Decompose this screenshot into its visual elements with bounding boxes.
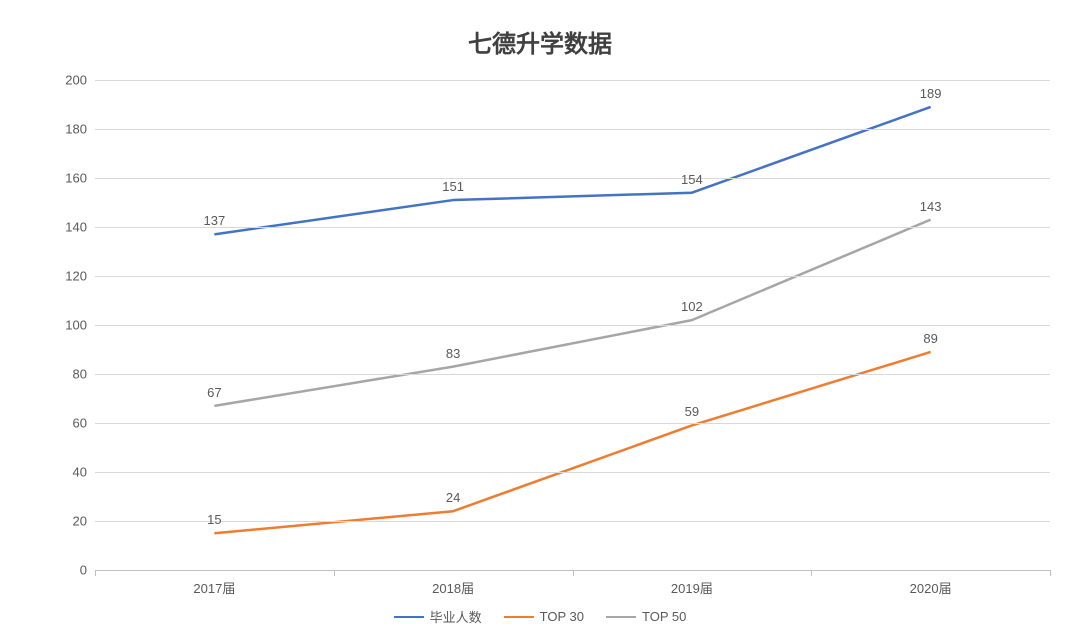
plot-area: 0204060801001201401601802002017届2018届201… (95, 80, 1050, 570)
gridline (95, 129, 1050, 130)
ytick-label: 40 (73, 465, 87, 480)
chart-title: 七德升学数据 (0, 24, 1080, 59)
chart-container: 七德升学数据 0204060801001201401601802002017届2… (0, 0, 1080, 634)
gridline (95, 374, 1050, 375)
gridline (95, 472, 1050, 473)
series-line (214, 352, 930, 533)
legend-swatch (394, 616, 424, 618)
gridline (95, 276, 1050, 277)
data-label: 83 (446, 346, 460, 361)
data-label: 137 (204, 213, 226, 228)
xtick-mark (573, 570, 574, 576)
data-label: 102 (681, 299, 703, 314)
series-line (214, 107, 930, 234)
gridline (95, 178, 1050, 179)
xtick-label: 2020届 (910, 578, 952, 597)
ytick-label: 80 (73, 367, 87, 382)
gridline (95, 423, 1050, 424)
gridline (95, 521, 1050, 522)
xtick-label: 2018届 (432, 578, 474, 597)
data-label: 24 (446, 490, 460, 505)
legend-item: TOP 50 (606, 609, 686, 624)
data-label: 154 (681, 172, 703, 187)
xtick-label: 2017届 (193, 578, 235, 597)
gridline (95, 80, 1050, 81)
legend-swatch (504, 616, 534, 618)
data-label: 151 (442, 179, 464, 194)
ytick-label: 0 (80, 563, 87, 578)
ytick-label: 160 (65, 171, 87, 186)
series-line (214, 220, 930, 406)
ytick-label: 120 (65, 269, 87, 284)
ytick-label: 100 (65, 318, 87, 333)
xtick-mark (334, 570, 335, 576)
data-label: 89 (923, 331, 937, 346)
ytick-label: 200 (65, 73, 87, 88)
gridline (95, 227, 1050, 228)
xtick-label: 2019届 (671, 578, 713, 597)
gridline (95, 325, 1050, 326)
legend: 毕业人数 TOP 30 TOP 50 (0, 607, 1080, 626)
ytick-label: 140 (65, 220, 87, 235)
legend-label: TOP 50 (642, 609, 686, 624)
data-label: 143 (920, 199, 942, 214)
legend-swatch (606, 616, 636, 618)
xtick-mark (1050, 570, 1051, 576)
xtick-mark (95, 570, 96, 576)
ytick-label: 60 (73, 416, 87, 431)
ytick-label: 20 (73, 514, 87, 529)
legend-label: TOP 30 (540, 609, 584, 624)
ytick-label: 180 (65, 122, 87, 137)
data-label: 189 (920, 86, 942, 101)
legend-item: 毕业人数 (394, 607, 482, 626)
legend-label: 毕业人数 (430, 607, 482, 626)
data-label: 59 (685, 404, 699, 419)
legend-item: TOP 30 (504, 609, 584, 624)
data-label: 67 (207, 385, 221, 400)
xtick-mark (811, 570, 812, 576)
data-label: 15 (207, 512, 221, 527)
